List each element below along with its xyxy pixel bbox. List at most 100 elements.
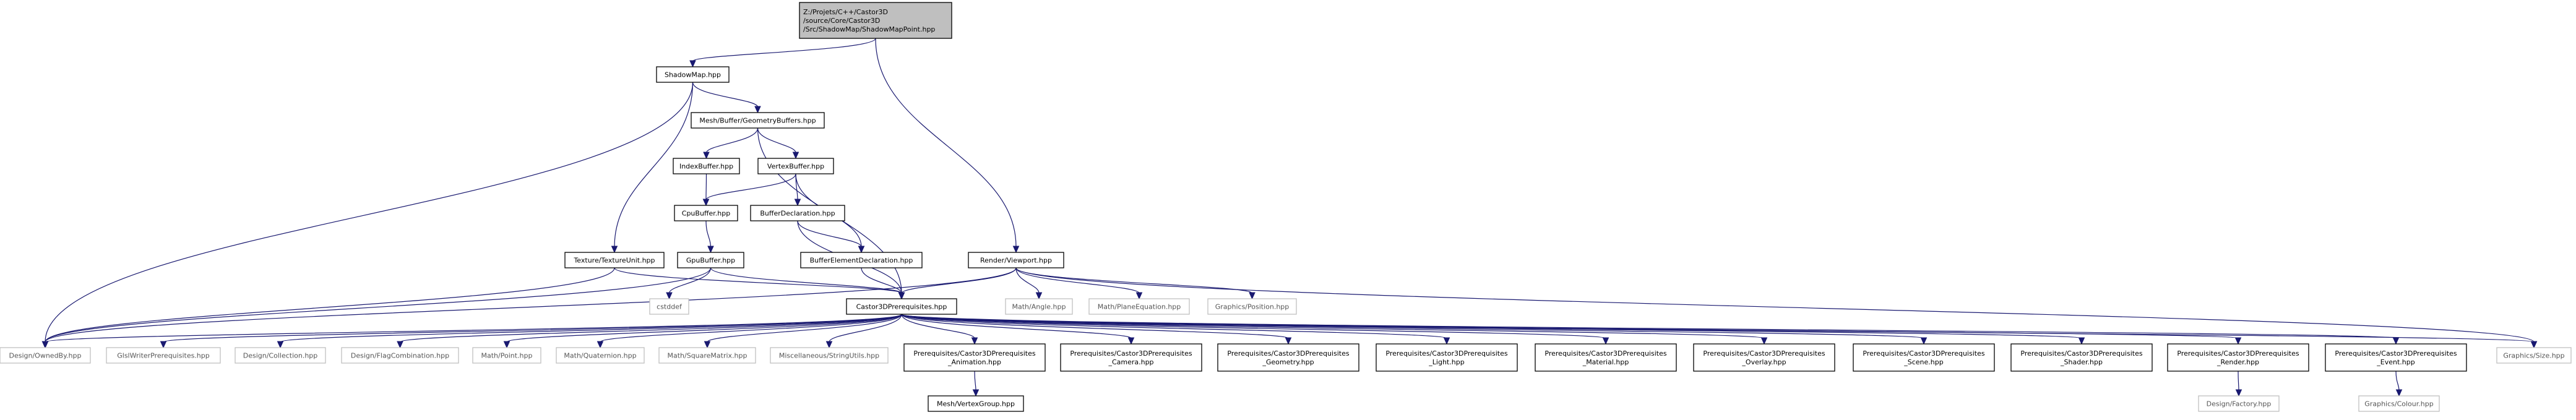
edge-line [45, 82, 694, 343]
edge-viewport-to-planeeq [1015, 267, 1143, 300]
edge-line [45, 267, 1017, 343]
node-pr_overlay[interactable]: Prerequisites/Castor3DPrerequisites_Over… [1693, 343, 1835, 372]
node-box [235, 347, 326, 364]
node-box [2010, 343, 2153, 372]
node-label: _Scene.hpp [1903, 358, 1943, 366]
node-pr_render[interactable]: Prerequisites/Castor3DPrerequisites_Rend… [2167, 343, 2309, 372]
node-cstddef[interactable]: cstddef [649, 298, 689, 315]
edge-arrowhead [160, 341, 167, 349]
node-pr_geom[interactable]: Prerequisites/Castor3DPrerequisites_Geom… [1217, 343, 1359, 372]
edge-line [163, 314, 902, 343]
node-label: Math/Quaternion.hpp [564, 352, 636, 360]
node-label: _Material.hpp [1582, 358, 1629, 366]
node-label: Texture/TextureUnit.hpp [573, 257, 655, 265]
node-label: Math/SquareMatrix.hpp [667, 352, 747, 360]
node-label: Math/Angle.hpp [1012, 303, 1066, 311]
node-cpubuffer[interactable]: CpuBuffer.hpp [674, 205, 738, 221]
node-box [0, 347, 91, 364]
node-label: Prerequisites/Castor3DPrerequisites [1863, 349, 1984, 358]
node-label: Prerequisites/Castor3DPrerequisites [913, 349, 1035, 358]
node-strutils[interactable]: Miscellaneous/StringUtils.hpp [770, 347, 889, 364]
node-pr_shader[interactable]: Prerequisites/Castor3DPrerequisites_Shad… [2010, 343, 2153, 372]
node-geombuffers[interactable]: Mesh/Buffer/GeometryBuffers.hpp [691, 112, 825, 129]
edge-line [1015, 267, 1140, 294]
node-box [1217, 343, 1359, 372]
edge-arrowhead [1249, 292, 1256, 300]
edge-line [600, 314, 902, 343]
edge-line [829, 314, 902, 343]
node-label: BufferDeclaration.hpp [760, 210, 835, 218]
edge-line [692, 38, 876, 62]
node-box [674, 205, 738, 221]
node-label: _Camera.hpp [1108, 358, 1153, 366]
edge-line [861, 267, 902, 294]
node-c3dprereq[interactable]: Castor3DPrerequisites.hpp [846, 298, 957, 315]
edge-viewport-to-c3dprereq [898, 267, 1017, 300]
node-label: cstddef [657, 303, 683, 311]
node-label: _Render.hpp [2216, 358, 2259, 366]
node-quaternion[interactable]: Math/Quaternion.hpp [556, 347, 645, 364]
edge-c3dprereq-to-glslwriter [160, 314, 902, 349]
edge-line [280, 314, 902, 343]
node-colour[interactable]: Graphics/Colour.hpp [2358, 395, 2440, 412]
edge-line [974, 371, 976, 391]
node-pr_event[interactable]: Prerequisites/Castor3DPrerequisites_Even… [2325, 343, 2467, 372]
node-vertexbuffer[interactable]: VertexBuffer.hpp [757, 158, 834, 174]
edge-line [705, 127, 759, 153]
node-label: Render/Viewport.hpp [980, 257, 1052, 265]
node-glslwriter[interactable]: GlslWriterPrerequisites.hpp [106, 347, 221, 364]
node-gpubuffer[interactable]: GpuBuffer.hpp [677, 252, 744, 268]
node-box [2198, 395, 2280, 412]
node-indexbuffer[interactable]: IndexBuffer.hpp [673, 158, 740, 174]
node-box [106, 347, 221, 364]
node-sqmatrix[interactable]: Math/SquareMatrix.hpp [658, 347, 756, 364]
node-shadowmap[interactable]: ShadowMap.hpp [656, 66, 730, 83]
node-pr_material[interactable]: Prerequisites/Castor3DPrerequisites_Mate… [1535, 343, 1677, 372]
node-box [800, 252, 923, 268]
node-bufferdecl[interactable]: BufferDeclaration.hpp [750, 205, 845, 221]
edge-line [901, 314, 1447, 339]
edge-c3dprereq-to-size [901, 314, 2538, 349]
node-label: Prerequisites/Castor3DPrerequisites [1703, 349, 1825, 358]
node-viewport[interactable]: Render/Viewport.hpp [968, 252, 1064, 268]
node-box [2167, 343, 2309, 372]
node-box [656, 66, 730, 83]
edge-c3dprereq-to-ownedby [41, 314, 902, 349]
node-collection[interactable]: Design/Collection.hpp [235, 347, 326, 364]
edge-line [875, 38, 1017, 247]
node-planeeq[interactable]: Math/PlaneEquation.hpp [1088, 298, 1190, 315]
edge-line [2395, 371, 2400, 391]
node-box [2325, 343, 2467, 372]
edge-arrowhead [704, 341, 711, 349]
node-pr_scene[interactable]: Prerequisites/Castor3DPrerequisites_Scen… [1853, 343, 1995, 372]
edge-line [506, 314, 902, 343]
node-root[interactable]: Z:/Projets/C++/Castor3D/source/Core/Cast… [799, 2, 952, 39]
node-label: Castor3DPrerequisites.hpp [856, 303, 947, 311]
node-bufelemdecl[interactable]: BufferElementDeclaration.hpp [800, 252, 923, 268]
edge-arrowhead [2530, 341, 2538, 349]
node-label: _Animation.hpp [947, 358, 1001, 366]
edge-line [614, 267, 902, 294]
node-size[interactable]: Graphics/Size.hpp [2496, 347, 2572, 364]
node-ownedby[interactable]: Design/OwnedBy.hpp [0, 347, 91, 364]
node-flagcomb[interactable]: Design/FlagCombination.hpp [341, 347, 459, 364]
node-pr_camera[interactable]: Prerequisites/Castor3DPrerequisites_Came… [1060, 343, 1202, 372]
node-position[interactable]: Graphics/Position.hpp [1207, 298, 1297, 315]
node-label: Prerequisites/Castor3DPrerequisites [1070, 349, 1192, 358]
node-vertexgroup[interactable]: Mesh/VertexGroup.hpp [928, 395, 1024, 412]
edge-pr_anim-to-vertexgroup [972, 371, 980, 397]
edge-shadowmap-to-texunit [611, 82, 694, 254]
edge-arrowhead [2234, 337, 2242, 345]
node-point[interactable]: Math/Point.hpp [472, 347, 541, 364]
edges-layer [41, 38, 2538, 397]
node-angle[interactable]: Math/Angle.hpp [1005, 298, 1073, 315]
node-label: IndexBuffer.hpp [679, 163, 733, 171]
node-pr_anim[interactable]: Prerequisites/Castor3DPrerequisites_Anim… [903, 343, 1046, 372]
edge-vertexbuffer-to-cpubuffer [702, 173, 796, 207]
node-label: _Geometry.hpp [1262, 358, 1314, 366]
node-pr_light[interactable]: Prerequisites/Castor3DPrerequisites_Ligh… [1376, 343, 1518, 372]
node-texunit[interactable]: Texture/TextureUnit.hpp [564, 252, 665, 268]
node-box [1060, 343, 1202, 372]
node-factory[interactable]: Design/Factory.hpp [2198, 395, 2280, 412]
